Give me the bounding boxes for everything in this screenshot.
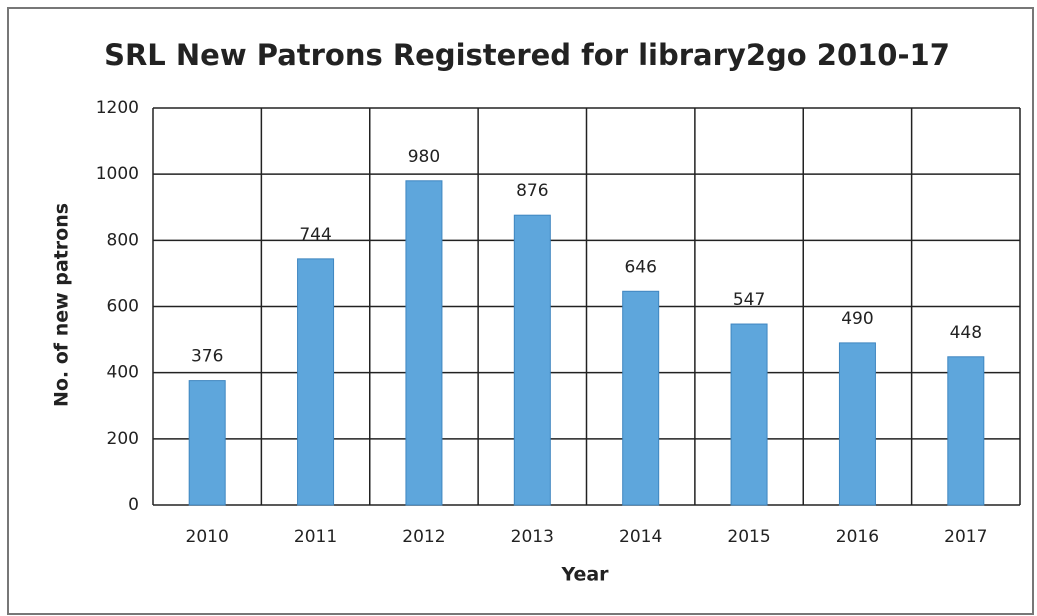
- y-tick-label: 800: [107, 230, 139, 250]
- bar: [297, 258, 335, 506]
- x-tick-label: 2014: [619, 527, 662, 547]
- bar: [188, 380, 226, 506]
- bar: [947, 356, 985, 506]
- bar: [838, 342, 876, 506]
- data-label: 876: [516, 181, 548, 201]
- data-label: 448: [950, 323, 982, 343]
- data-label: 547: [733, 290, 765, 310]
- y-tick-label: 1200: [96, 98, 139, 118]
- y-tick-label: 200: [107, 429, 139, 449]
- y-axis-label: No. of new patrons: [51, 203, 73, 407]
- x-tick-label: 2013: [511, 527, 554, 547]
- chart-title: SRL New Patrons Registered for library2g…: [104, 38, 950, 72]
- y-tick-label: 400: [107, 363, 139, 383]
- data-label: 744: [299, 225, 331, 245]
- bar: [730, 323, 768, 506]
- x-axis-label: Year: [560, 564, 609, 586]
- x-tick-label: 2017: [944, 527, 987, 547]
- data-label: 490: [841, 309, 873, 329]
- bar: [622, 290, 660, 506]
- y-tick-label: 600: [107, 297, 139, 317]
- y-tick-label: 1000: [96, 164, 139, 184]
- data-label: 980: [408, 147, 440, 167]
- x-tick-label: 2011: [294, 527, 337, 547]
- bar: [513, 214, 551, 506]
- x-tick-label: 2015: [727, 527, 770, 547]
- data-label: 376: [191, 347, 223, 367]
- x-tick-label: 2012: [402, 527, 445, 547]
- bar: [405, 180, 443, 506]
- chart-frame: [7, 7, 1034, 615]
- data-label: 646: [624, 257, 656, 277]
- x-tick-label: 2016: [836, 527, 879, 547]
- y-tick-label: 0: [128, 495, 139, 515]
- x-tick-label: 2010: [186, 527, 229, 547]
